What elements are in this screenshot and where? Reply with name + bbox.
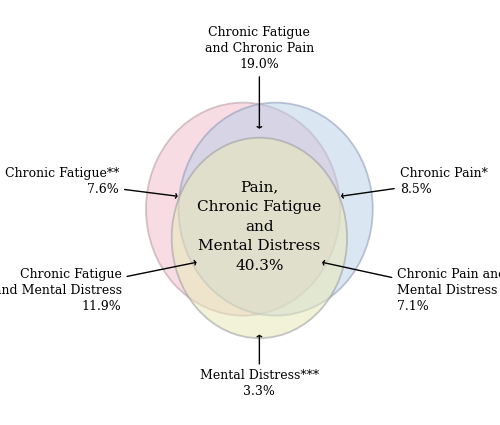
Text: Mental Distress***
3.3%: Mental Distress*** 3.3% [200,335,319,399]
Text: Chronic Fatigue
and Chronic Pain
19.0%: Chronic Fatigue and Chronic Pain 19.0% [205,26,314,128]
Ellipse shape [178,102,373,316]
Text: Chronic Fatigue
and Mental Distress
11.9%: Chronic Fatigue and Mental Distress 11.9… [0,261,196,313]
Text: Chronic Pain and
Mental Distress
7.1%: Chronic Pain and Mental Distress 7.1% [323,261,500,313]
Text: Chronic Pain*
8.5%: Chronic Pain* 8.5% [342,167,488,198]
Text: Pain,
Chronic Fatigue
and
Mental Distress
40.3%: Pain, Chronic Fatigue and Mental Distres… [197,181,322,273]
Ellipse shape [146,102,340,316]
Ellipse shape [172,138,347,338]
Text: Chronic Fatigue**
7.6%: Chronic Fatigue** 7.6% [4,167,177,198]
